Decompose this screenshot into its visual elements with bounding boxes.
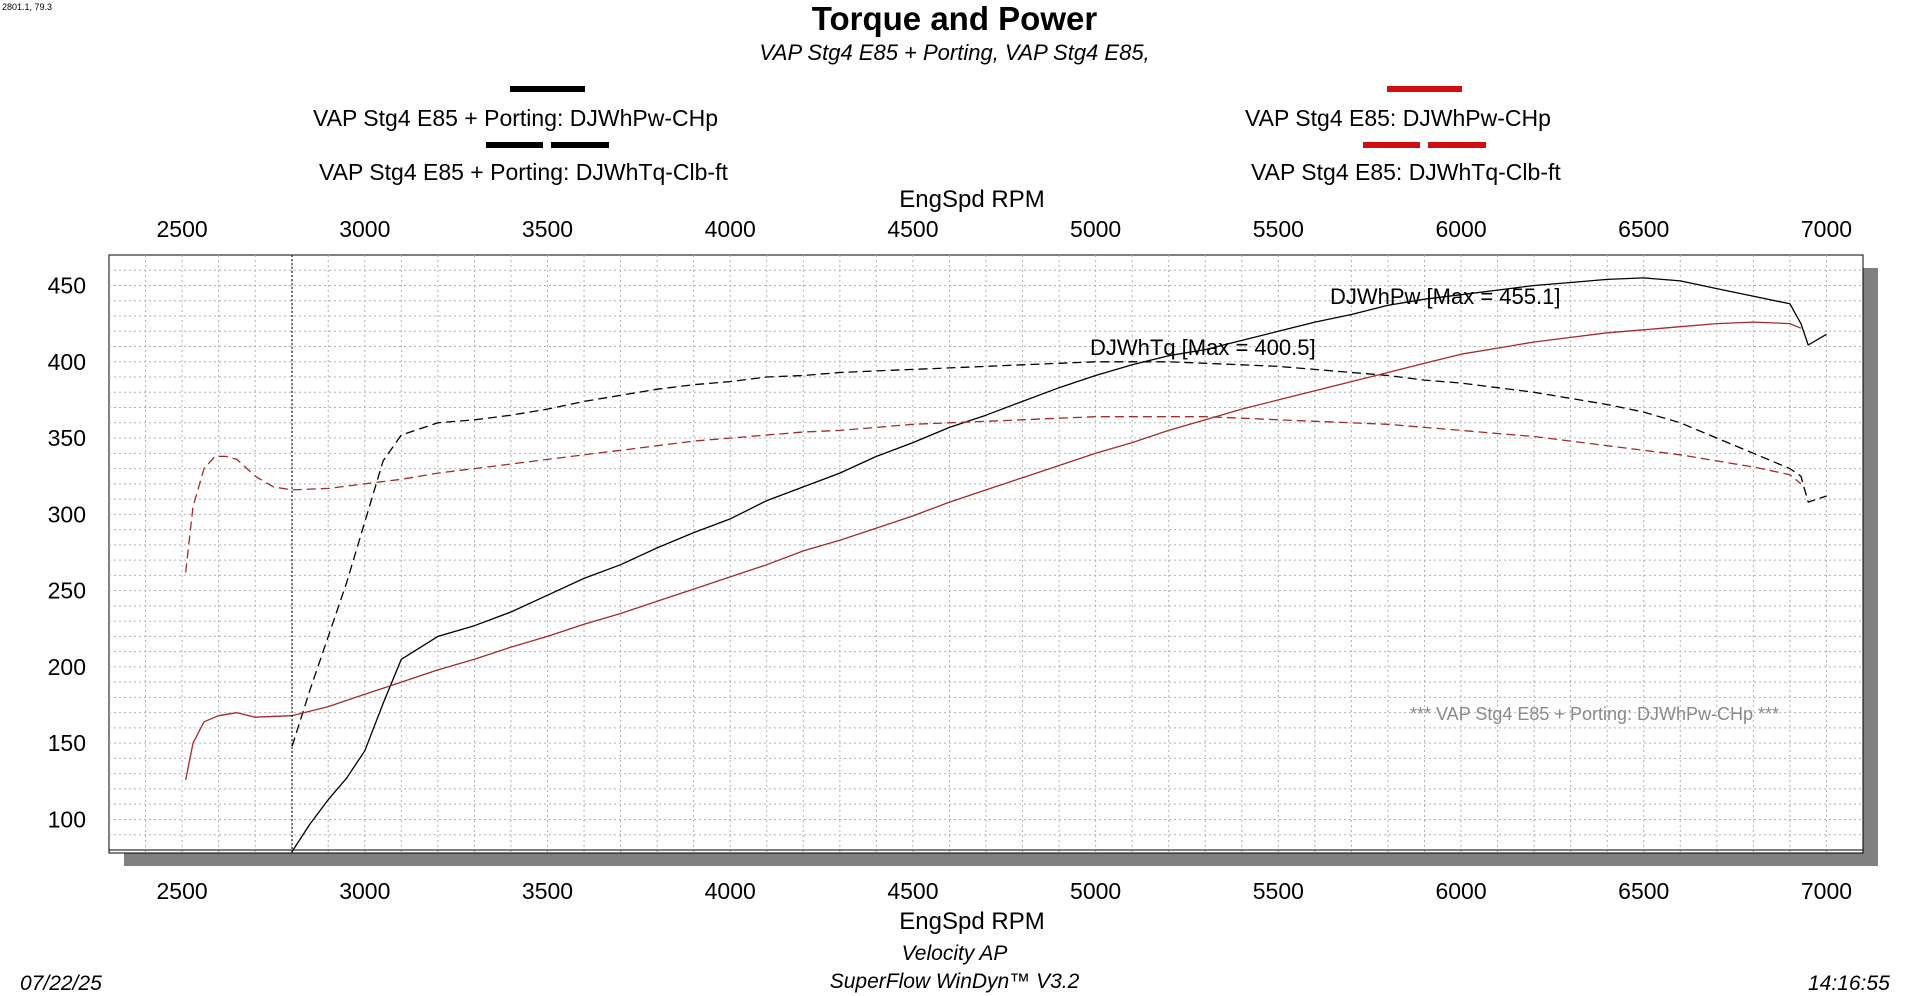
- x-tick-label-bottom: 2500: [156, 878, 207, 904]
- y-tick-label: 200: [48, 654, 86, 680]
- series-line-3: [185, 321, 1802, 780]
- x-tick-label-bottom: 4500: [887, 878, 938, 904]
- series-line-1: [291, 277, 1827, 852]
- x-tick-label-top: 3000: [339, 216, 390, 242]
- legend-entry-run2-power: VAP Stg4 E85: DJWhPw-CHp: [1245, 105, 1551, 131]
- x-tick-label-top: 4500: [887, 216, 938, 242]
- x-tick-label-top: 4000: [705, 216, 756, 242]
- grid: [109, 255, 1863, 853]
- footer-company: Velocity AP: [901, 942, 1008, 965]
- x-tick-label-bottom: 5000: [1070, 878, 1121, 904]
- y-tick-label: 350: [48, 425, 86, 451]
- y-tick-label: 100: [48, 806, 86, 832]
- x-tick-label-top: 2500: [156, 216, 207, 242]
- y-tick-label: 450: [48, 273, 86, 299]
- watermark-text: *** VAP Stg4 E85 + Porting: DJWhPw-CHp *…: [1410, 704, 1779, 724]
- series-line-4: [185, 416, 1802, 573]
- x-tick-label-bottom: 7000: [1801, 878, 1852, 904]
- x-tick-labels-bottom: 2500 3000 3500 4000 4500 5000 5500 6000 6500 7000: [156, 878, 1852, 904]
- x-axis-label-top: EngSpd RPM: [899, 186, 1044, 213]
- x-tick-label-bottom: 3000: [339, 878, 390, 904]
- x-axis-label-bottom: EngSpd RPM: [899, 908, 1044, 935]
- plot-area: [108, 254, 1864, 854]
- annotation-torque-max: DJWhTq [Max = 400.5]: [1090, 335, 1316, 360]
- cursor-readout: 2801.1, 79.3: [2, 2, 53, 12]
- legend-entry-run1-power: VAP Stg4 E85 + Porting: DJWhPw-CHp: [313, 105, 719, 131]
- footer-software: SuperFlow WinDyn™ V3.2: [829, 970, 1080, 993]
- y-tick-label: 300: [48, 501, 86, 527]
- x-tick-label-bottom: 5500: [1253, 878, 1304, 904]
- series-lines: [185, 277, 1827, 852]
- legend-entry-run2-torque: VAP Stg4 E85: DJWhTq-Clb-ft: [1251, 159, 1561, 185]
- x-tick-label-top: 5500: [1253, 216, 1304, 242]
- legend-entry-run1-torque: VAP Stg4 E85 + Porting: DJWhTq-Clb-ft: [319, 159, 728, 185]
- x-tick-label-top: 6500: [1618, 216, 1669, 242]
- x-tick-label-top: 6000: [1435, 216, 1486, 242]
- x-tick-label-bottom: 3500: [522, 878, 573, 904]
- footer-date: 07/22/25: [20, 972, 102, 995]
- x-tick-label-top: 5000: [1070, 216, 1121, 242]
- series-line-2: [291, 361, 1827, 747]
- chart-subtitle: VAP Stg4 E85 + Porting, VAP Stg4 E85,: [759, 40, 1150, 65]
- x-tick-label-bottom: 6500: [1618, 878, 1669, 904]
- x-tick-label-bottom: 4000: [705, 878, 756, 904]
- chart-title: Torque and Power: [811, 0, 1098, 37]
- footer-time: 14:16:55: [1808, 972, 1890, 995]
- x-tick-label-bottom: 6000: [1435, 878, 1486, 904]
- legend-swatches: [486, 86, 1486, 148]
- y-tick-label: 150: [48, 730, 86, 756]
- x-tick-label-top: 7000: [1801, 216, 1852, 242]
- y-tick-labels: 100 150 200 250 300 350 400 450: [48, 273, 86, 833]
- x-tick-labels-top: 2500 3000 3500 4000 4500 5000 5500 6000 6500 7000: [156, 216, 1852, 242]
- annotation-power-max: DJWhPw [Max = 455.1]: [1330, 284, 1560, 309]
- x-tick-label-top: 3500: [522, 216, 573, 242]
- y-tick-label: 400: [48, 349, 86, 375]
- y-tick-label: 250: [48, 578, 86, 604]
